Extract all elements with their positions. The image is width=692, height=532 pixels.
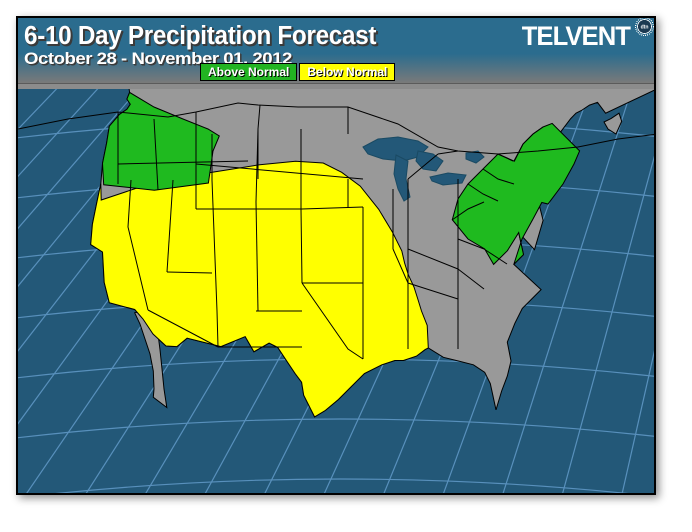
svg-text:dtn: dtn bbox=[641, 25, 649, 31]
